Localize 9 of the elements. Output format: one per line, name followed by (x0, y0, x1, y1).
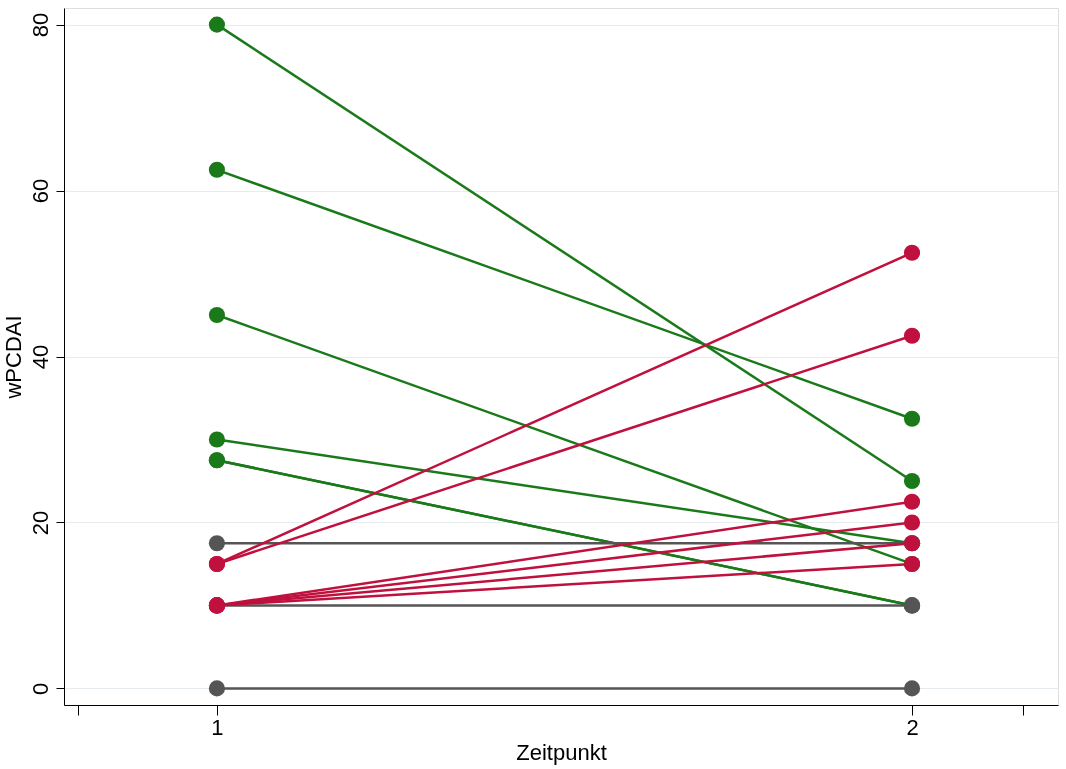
y-tick-label: 20 (27, 510, 53, 536)
y-tick-label: 80 (27, 12, 53, 38)
y-tick-label: 0 (27, 682, 53, 696)
x-tick-label: 1 (211, 714, 224, 740)
x-tick-label: 2 (906, 714, 919, 740)
y-axis-title: wPCDAI (0, 315, 26, 400)
x-axis-title: Zeitpunkt (516, 739, 607, 765)
y-tick-label: 60 (27, 178, 53, 204)
y-tick-label: 40 (27, 344, 53, 370)
